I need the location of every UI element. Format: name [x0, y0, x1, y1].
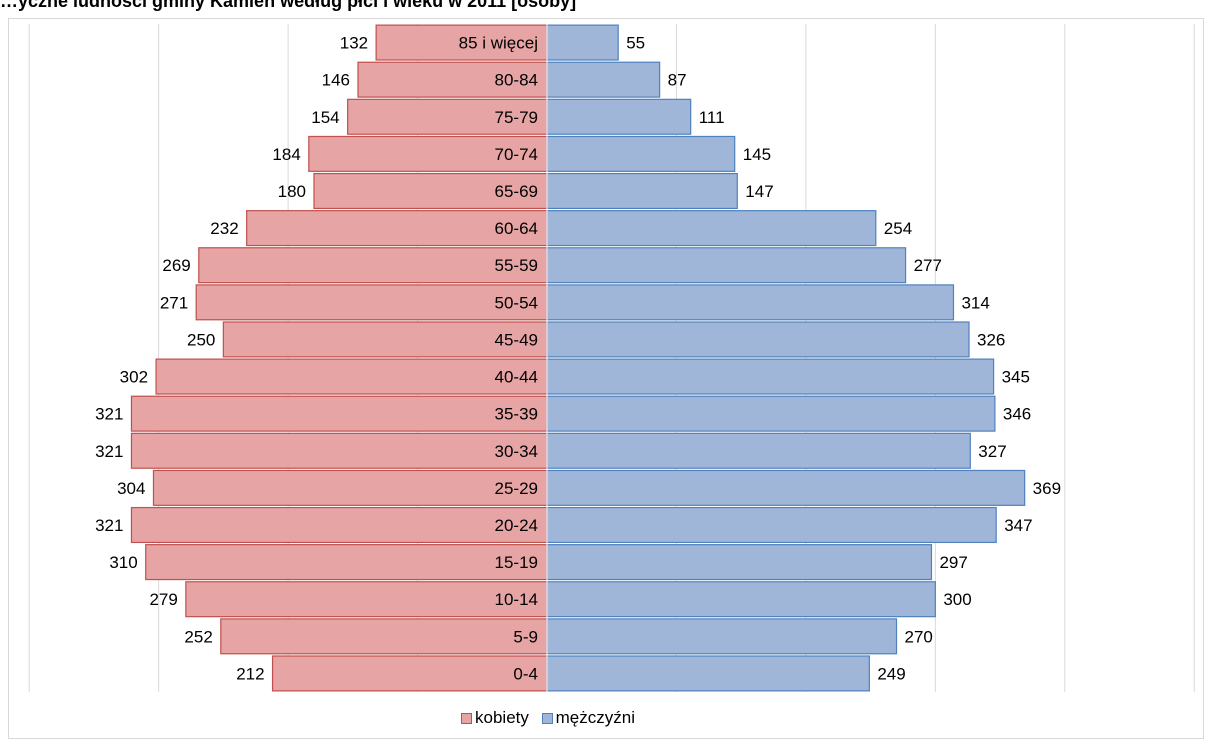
data-label-mezczyzni: 277	[914, 256, 942, 275]
legend-item-mezczyzni: mężczyźni	[541, 708, 635, 728]
data-label-kobiety: 321	[95, 405, 123, 424]
bar-kobiety	[155, 358, 548, 395]
bar-kobiety	[220, 618, 548, 655]
data-label-kobiety: 180	[278, 182, 306, 201]
category-label: 70-74	[495, 145, 538, 164]
bar-mezczyzni	[546, 98, 692, 135]
data-label-kobiety: 321	[95, 516, 123, 535]
category-label: 65-69	[495, 182, 538, 201]
data-label-mezczyzni: 347	[1004, 516, 1032, 535]
category-label: 50-54	[495, 293, 538, 312]
category-label: 55-59	[495, 256, 538, 275]
category-label: 0-4	[513, 664, 538, 683]
data-label-mezczyzni: 147	[745, 182, 773, 201]
legend: kobiety mężczyźni	[0, 708, 1096, 729]
category-label: 25-29	[495, 479, 538, 498]
bar-mezczyzni	[546, 172, 738, 210]
data-label-kobiety: 154	[311, 108, 339, 127]
legend-label-mezczyzni: mężczyźni	[555, 708, 635, 727]
bar-mezczyzni	[546, 544, 933, 581]
category-label: 30-34	[495, 442, 538, 461]
bar-kobiety	[130, 432, 548, 469]
bar-kobiety	[145, 544, 548, 581]
data-label-mezczyzni: 300	[943, 590, 971, 609]
data-label-mezczyzni: 145	[743, 145, 771, 164]
bar-kobiety	[222, 321, 548, 358]
data-label-mezczyzni: 55	[626, 34, 645, 53]
category-label: 75-79	[495, 108, 538, 127]
chart-title: …yczne ludności gminy Kamień według płci…	[0, 0, 577, 11]
bar-mezczyzni	[546, 358, 995, 395]
chart-frame	[8, 18, 1204, 739]
category-label: 40-44	[495, 368, 538, 387]
data-label-kobiety: 212	[236, 664, 264, 683]
bar-mezczyzni	[546, 618, 898, 655]
bar-kobiety	[375, 24, 548, 61]
bar-kobiety	[195, 284, 548, 321]
bar-kobiety	[185, 581, 548, 618]
legend-swatch-mezczyzni	[541, 712, 553, 724]
bar-mezczyzni	[546, 506, 997, 544]
bar-mezczyzni	[546, 395, 996, 432]
data-label-kobiety: 184	[272, 145, 300, 164]
bar-kobiety	[313, 172, 548, 210]
data-label-kobiety: 269	[162, 256, 190, 275]
data-label-mezczyzni: 346	[1003, 405, 1031, 424]
data-label-mezczyzni: 87	[668, 71, 687, 90]
data-label-mezczyzni: 297	[939, 553, 967, 572]
legend-item-kobiety: kobiety	[461, 708, 529, 728]
data-label-kobiety: 271	[160, 293, 188, 312]
bar-kobiety	[246, 210, 548, 247]
bar-mezczyzni	[546, 61, 661, 98]
data-label-kobiety: 310	[109, 553, 137, 572]
bar-kobiety	[347, 98, 548, 135]
data-label-kobiety: 232	[210, 219, 238, 238]
data-label-kobiety: 250	[187, 330, 215, 349]
bar-kobiety	[357, 61, 548, 98]
data-label-mezczyzni: 270	[905, 627, 933, 646]
bar-kobiety	[130, 395, 548, 432]
legend-label-kobiety: kobiety	[475, 708, 529, 727]
category-label: 5-9	[513, 627, 538, 646]
data-label-mezczyzni: 345	[1002, 368, 1030, 387]
category-label: 10-14	[495, 590, 538, 609]
data-label-kobiety: 304	[117, 479, 145, 498]
data-label-kobiety: 252	[184, 627, 212, 646]
bar-mezczyzni	[546, 210, 877, 247]
bar-mezczyzni	[546, 655, 870, 692]
data-label-mezczyzni: 314	[961, 293, 989, 312]
data-label-kobiety: 321	[95, 442, 123, 461]
data-label-kobiety: 279	[149, 590, 177, 609]
bar-kobiety	[130, 506, 548, 544]
category-label: 60-64	[495, 219, 538, 238]
bar-mezczyzni	[546, 284, 955, 321]
category-label: 85 i więcej	[459, 34, 538, 53]
category-label: 45-49	[495, 330, 538, 349]
data-label-kobiety: 302	[120, 368, 148, 387]
category-label: 35-39	[495, 405, 538, 424]
bar-kobiety	[308, 135, 548, 172]
bar-mezczyzni	[546, 247, 907, 284]
category-label: 80-84	[495, 71, 538, 90]
data-label-mezczyzni: 369	[1033, 479, 1061, 498]
data-label-mezczyzni: 249	[877, 664, 905, 683]
data-label-mezczyzni: 254	[884, 219, 912, 238]
bar-mezczyzni	[546, 581, 936, 618]
bar-kobiety	[152, 469, 548, 506]
bar-kobiety	[271, 655, 548, 692]
bar-mezczyzni	[546, 24, 619, 61]
data-label-kobiety: 132	[340, 34, 368, 53]
legend-swatch-kobiety	[461, 712, 473, 724]
data-label-kobiety: 146	[322, 71, 350, 90]
bar-mezczyzni	[546, 432, 971, 469]
data-label-mezczyzni: 326	[977, 330, 1005, 349]
category-label: 15-19	[495, 553, 538, 572]
category-label: 20-24	[495, 516, 538, 535]
bar-mezczyzni	[546, 135, 736, 172]
data-label-mezczyzni: 111	[699, 108, 725, 127]
bar-mezczyzni	[546, 321, 970, 358]
bar-mezczyzni	[546, 469, 1026, 506]
data-label-mezczyzni: 327	[978, 442, 1006, 461]
